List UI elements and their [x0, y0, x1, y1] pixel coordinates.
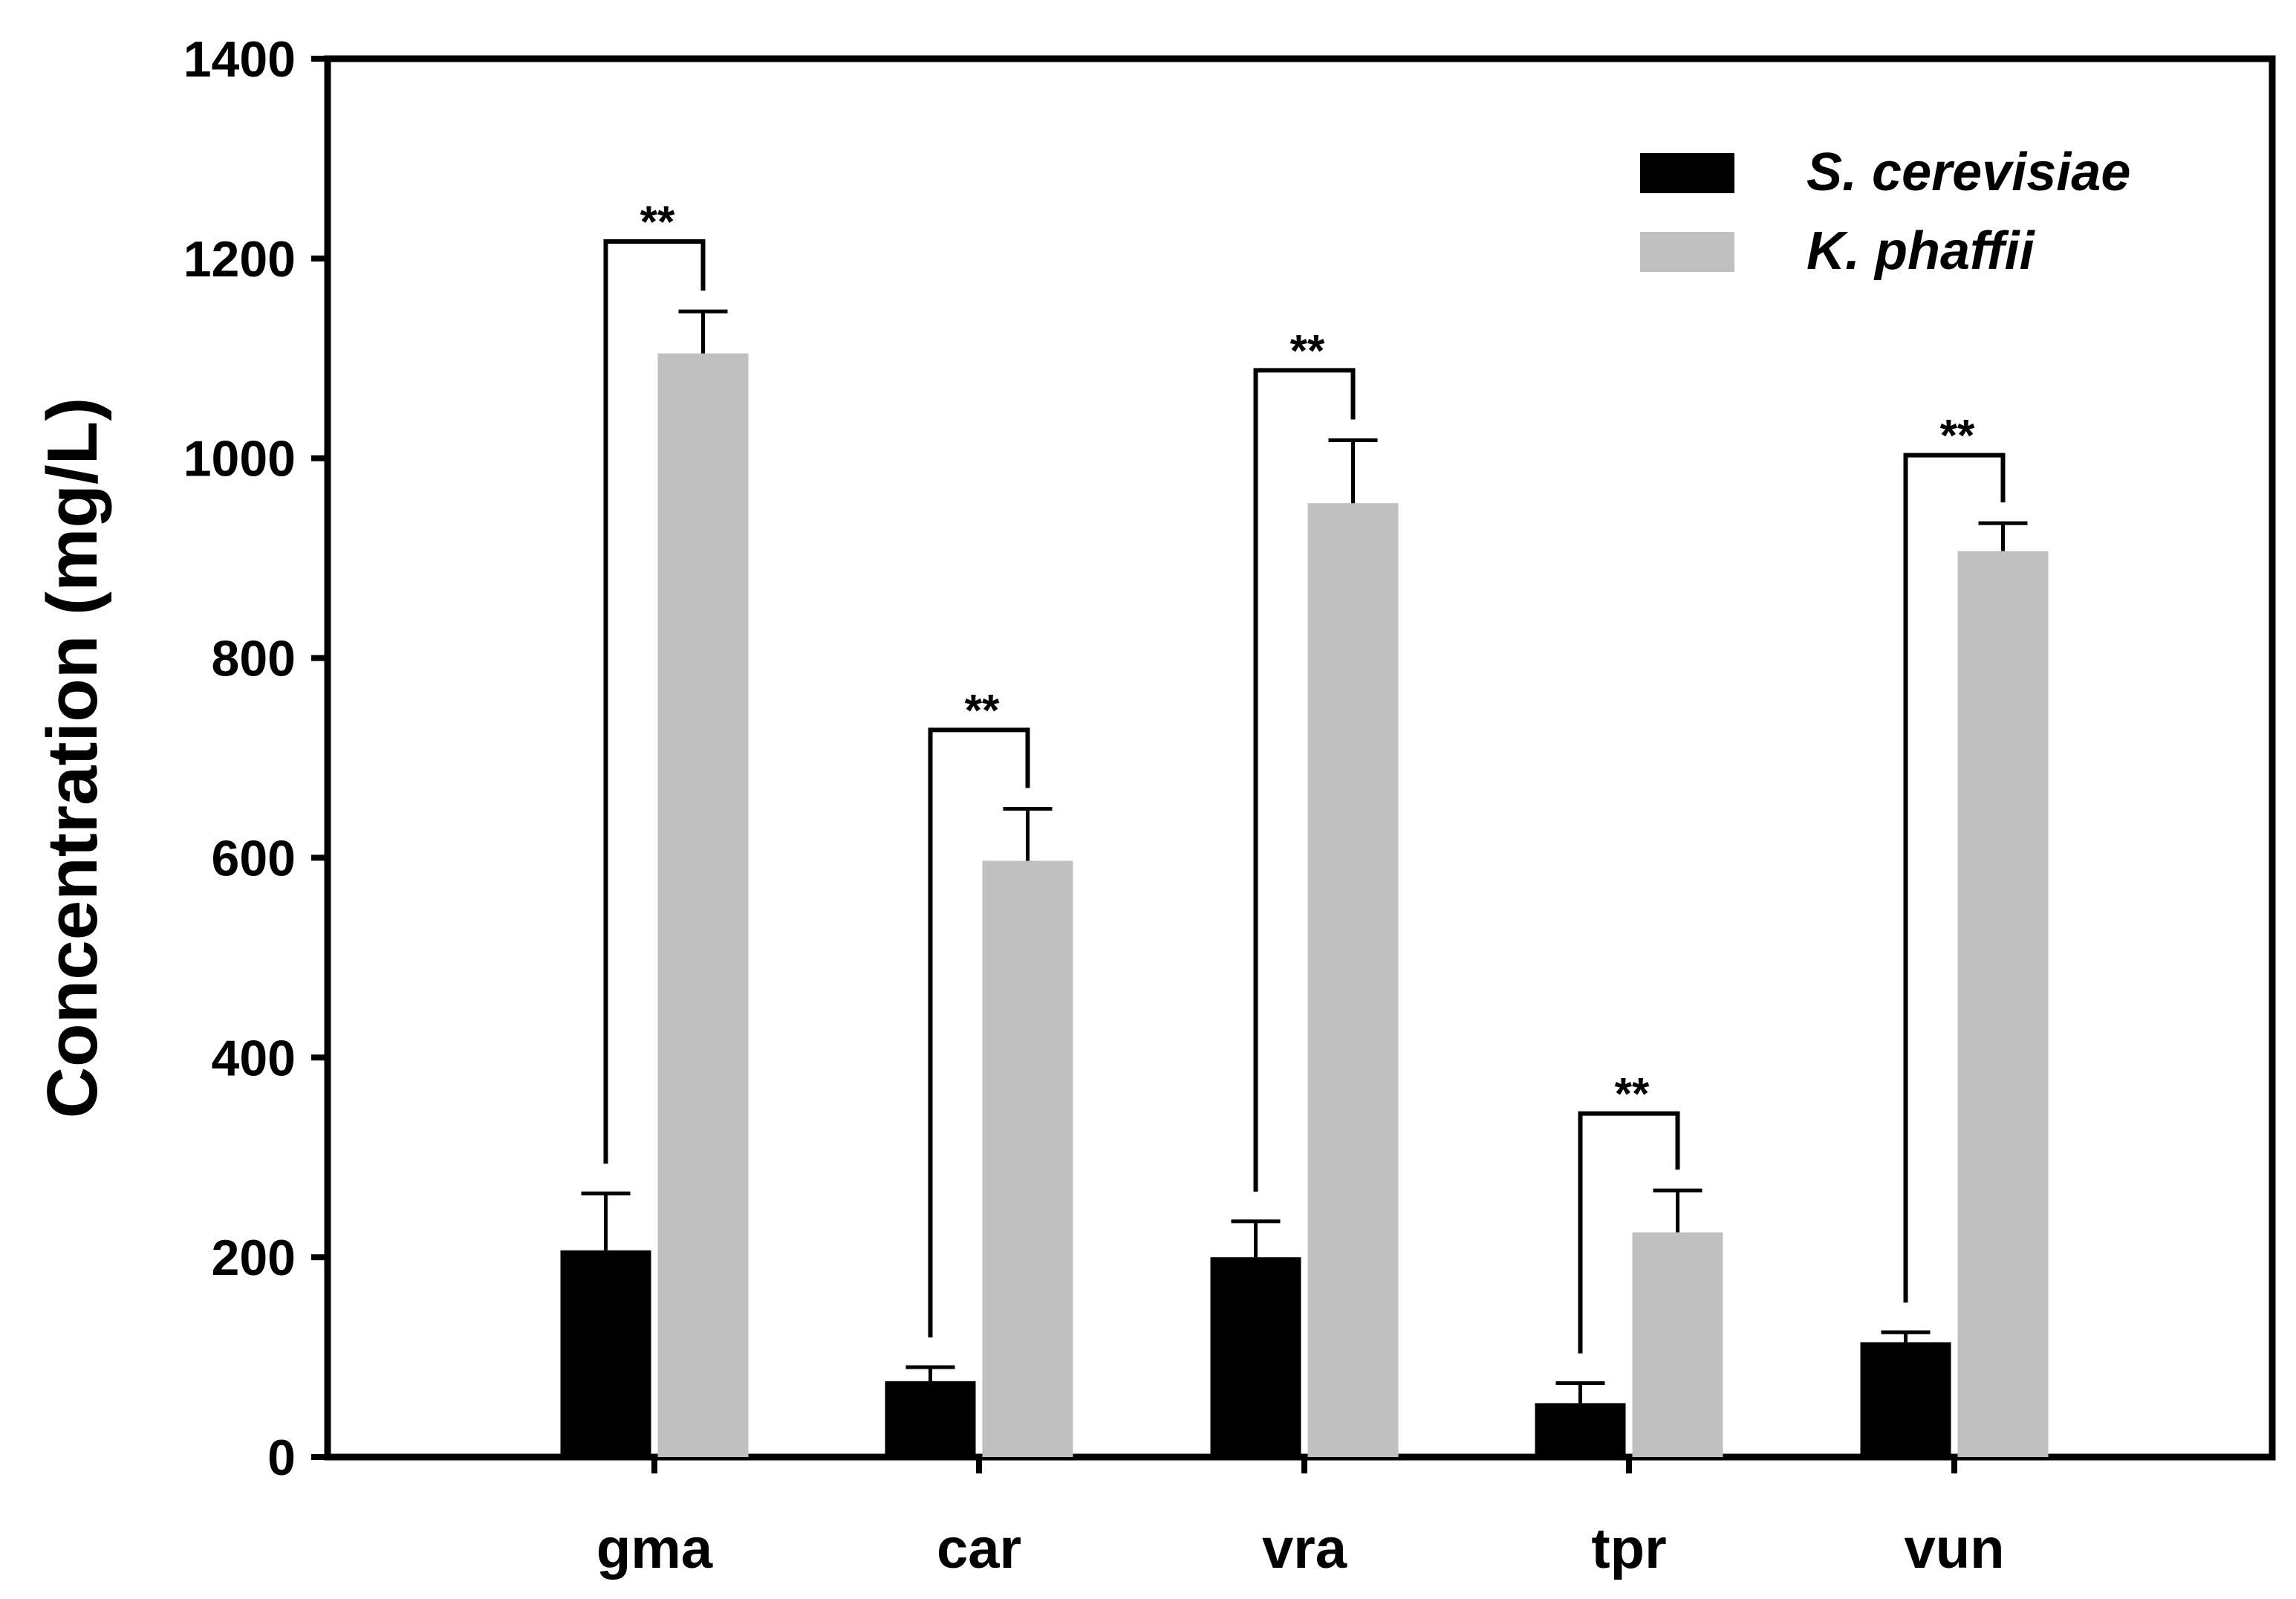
y-tick-label: 800	[212, 631, 296, 687]
x-tick-label-gma: gma	[596, 1517, 713, 1580]
y-axis-label: Concentration (mg/L)	[33, 398, 112, 1119]
y-axis: 0 200 400 600 800 1000 1200 1400	[183, 31, 328, 1486]
bar-s-cerevisiae-tpr	[1535, 1403, 1626, 1457]
significance-bracket-vun	[1903, 453, 2006, 1303]
bar-k-phaffii-gma	[657, 353, 749, 1457]
bar-k-phaffii-tpr	[1632, 1232, 1723, 1457]
error-bar-k-phaffii-gma	[678, 309, 728, 354]
y-tick-label: 200	[212, 1230, 296, 1286]
error-bar-k-phaffii-tpr	[1653, 1188, 1703, 1233]
x-tick-label-tpr: tpr	[1591, 1517, 1666, 1580]
error-bars	[581, 309, 2028, 1404]
error-bar-s-cerevisiae-gma	[581, 1191, 631, 1251]
y-tick-label: 1000	[183, 431, 296, 487]
bar-k-phaffii-vra	[1307, 503, 1399, 1457]
bars	[560, 353, 2049, 1457]
significance-bracket-gma	[603, 239, 706, 1164]
bar-s-cerevisiae-gma	[560, 1250, 651, 1457]
legend-swatch-k-phaffii	[1640, 232, 1734, 272]
x-tick-label-car: car	[937, 1517, 1021, 1580]
bar-s-cerevisiae-vun	[1860, 1342, 1951, 1457]
y-tick-label: 0	[267, 1430, 296, 1486]
significance-label-vra: **	[1290, 325, 1325, 375]
significance-bracket-car	[928, 727, 1030, 1338]
error-bar-k-phaffii-vun	[1978, 521, 2028, 551]
legend-swatch-s-cerevisiae	[1640, 153, 1734, 193]
bar-s-cerevisiae-car	[885, 1381, 976, 1457]
error-bar-k-phaffii-vra	[1328, 438, 1378, 504]
x-axis: gma car vra tpr vun	[596, 1457, 2005, 1580]
error-bar-s-cerevisiae-tpr	[1555, 1381, 1605, 1404]
significance-brackets: ** ** ** ** **	[603, 197, 2006, 1354]
bar-k-phaffii-car	[982, 860, 1073, 1457]
x-tick-label-vra: vra	[1262, 1517, 1347, 1580]
significance-label-car: **	[965, 685, 1000, 735]
bar-s-cerevisiae-vra	[1210, 1257, 1301, 1457]
significance-label-gma: **	[640, 197, 675, 247]
significance-label-vun: **	[1940, 411, 1975, 461]
error-bar-s-cerevisiae-vun	[1881, 1330, 1931, 1343]
legend-label-s-cerevisiae: S. cerevisiae	[1806, 143, 2130, 202]
y-tick-label: 1400	[183, 31, 296, 88]
significance-bracket-tpr	[1578, 1111, 1680, 1354]
y-tick-label: 1200	[183, 231, 296, 288]
legend-label-k-phaffii: K. phaffii	[1806, 221, 2036, 281]
y-tick-label: 400	[212, 1030, 296, 1086]
significance-bracket-vra	[1253, 368, 1356, 1192]
x-tick-label-vun: vun	[1904, 1517, 2004, 1580]
legend: S. cerevisiae K. phaffii	[1640, 143, 2130, 281]
bar-k-phaffii-vun	[1957, 551, 2049, 1457]
error-bar-s-cerevisiae-vra	[1231, 1219, 1281, 1258]
error-bar-s-cerevisiae-car	[905, 1365, 955, 1381]
error-bar-k-phaffii-car	[1003, 807, 1053, 861]
y-tick-label: 600	[212, 830, 296, 886]
significance-label-tpr: **	[1615, 1069, 1650, 1119]
